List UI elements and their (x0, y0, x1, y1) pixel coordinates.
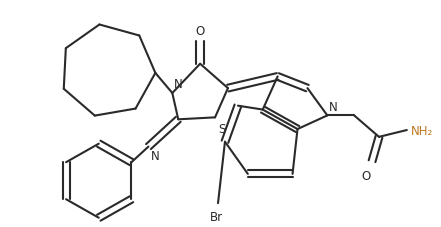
Text: N: N (174, 78, 183, 91)
Text: O: O (195, 25, 205, 38)
Text: O: O (362, 169, 371, 182)
Text: N: N (329, 101, 338, 114)
Text: Br: Br (209, 210, 223, 223)
Text: S: S (218, 123, 225, 136)
Text: N: N (150, 149, 159, 162)
Text: NH₂: NH₂ (411, 124, 433, 137)
